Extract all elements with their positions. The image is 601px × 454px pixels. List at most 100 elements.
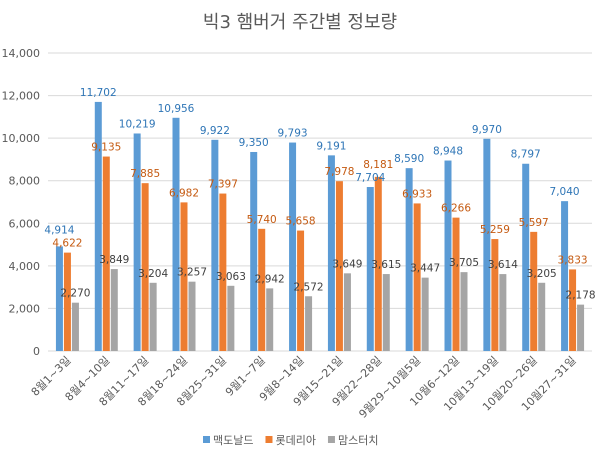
bar-롯데리아	[219, 193, 227, 351]
data-label: 10,956	[158, 103, 195, 115]
legend-entry: 롯데리아	[275, 434, 315, 447]
bar-맥도날드	[444, 160, 452, 351]
bar-맥도날드	[289, 142, 297, 351]
bar-롯데리아	[374, 176, 382, 351]
bar-롯데리아	[141, 183, 149, 351]
legend-swatch	[203, 436, 210, 443]
bar-맥도날드	[483, 138, 491, 351]
data-label: 3,257	[177, 267, 207, 279]
data-label: 2,572	[294, 281, 324, 293]
data-label: 7,978	[324, 166, 354, 178]
y-tick-label: 4,000	[9, 260, 41, 273]
bar-맘스터치	[71, 302, 79, 351]
bar-롯데리아	[63, 252, 71, 351]
data-label: 3,649	[332, 258, 362, 270]
data-label: 6,982	[169, 187, 199, 199]
data-label: 2,942	[255, 273, 285, 285]
bar-맘스터치	[110, 269, 118, 351]
y-tick-label: 12,000	[2, 90, 41, 103]
bar-맥도날드	[327, 155, 335, 351]
bar-맘스터치	[188, 281, 196, 351]
data-label: 7,397	[208, 179, 238, 191]
bar-맥도날드	[561, 201, 569, 351]
bar-맘스터치	[149, 282, 157, 351]
y-tick-label: 2,000	[9, 302, 41, 315]
bar-롯데리아	[180, 202, 188, 351]
bar-맘스터치	[577, 304, 585, 351]
bar-맘스터치	[266, 288, 274, 351]
bar-맘스터치	[382, 274, 390, 351]
bar-롯데리아	[413, 203, 421, 351]
data-label: 6,266	[441, 203, 471, 215]
data-label: 3,063	[216, 271, 246, 283]
legend-swatch	[327, 436, 335, 443]
chart-title: 빅3 햄버거 주간별 정보량	[203, 12, 397, 33]
data-label: 3,205	[527, 268, 557, 280]
y-tick-label: 0	[33, 345, 40, 358]
bar-맥도날드	[405, 168, 413, 351]
data-label: 9,191	[316, 140, 346, 152]
data-label: 8,181	[363, 159, 393, 171]
data-label: 3,705	[449, 257, 479, 269]
data-label: 2,178	[566, 290, 596, 302]
data-label: 9,793	[278, 128, 308, 140]
data-label: 5,740	[247, 214, 277, 226]
data-label: 9,970	[472, 124, 502, 136]
data-label: 9,135	[91, 142, 121, 154]
data-label: 3,833	[558, 254, 588, 266]
data-label: 7,040	[550, 186, 580, 198]
bar-맘스터치	[460, 272, 468, 351]
data-label: 8,797	[511, 149, 541, 161]
y-tick-label: 14,000	[2, 47, 41, 60]
data-label: 5,597	[519, 217, 549, 229]
data-label: 3,614	[488, 259, 518, 271]
data-label: 3,447	[410, 263, 440, 275]
bar-맘스터치	[227, 285, 235, 351]
data-label: 9,922	[200, 125, 230, 137]
bar-맥도날드	[522, 163, 530, 351]
bar-맥도날드	[55, 246, 63, 351]
data-label: 9,350	[239, 137, 269, 149]
bar-롯데리아	[530, 231, 538, 351]
data-label: 2,270	[60, 288, 90, 300]
bar-맘스터치	[499, 274, 507, 351]
bar-맥도날드	[366, 187, 374, 351]
data-label: 8,590	[394, 153, 424, 165]
data-label: 5,658	[286, 216, 316, 228]
y-tick-label: 10,000	[2, 132, 41, 145]
bar-맥도날드	[172, 117, 180, 351]
data-label: 6,933	[402, 188, 432, 200]
bar-맥도날드	[250, 151, 258, 351]
bar-롯데리아	[102, 156, 110, 351]
data-label: 3,615	[371, 259, 401, 271]
bar-맥도날드	[94, 101, 102, 351]
bar-맥도날드	[211, 139, 219, 351]
data-label: 11,702	[80, 87, 117, 99]
bar-맘스터치	[538, 282, 546, 351]
bar-맘스터치	[343, 273, 351, 351]
data-label: 3,204	[138, 268, 168, 280]
data-label: 8,948	[433, 146, 463, 158]
data-label: 4,622	[52, 238, 82, 250]
legend-entry: 맥도날드	[213, 434, 253, 447]
y-tick-label: 8,000	[9, 175, 41, 188]
data-label: 7,885	[130, 168, 160, 180]
data-label: 5,259	[480, 224, 510, 236]
bar-맥도날드	[133, 133, 141, 351]
bar-롯데리아	[452, 217, 460, 351]
data-label: 10,219	[119, 118, 156, 130]
bar-롯데리아	[335, 181, 343, 351]
bar-맘스터치	[421, 277, 429, 351]
bar-롯데리아	[297, 230, 305, 351]
y-tick-label: 6,000	[9, 217, 41, 230]
bar-롯데리아	[491, 239, 499, 351]
bar-롯데리아	[258, 228, 266, 351]
legend-entry: 맘스터치	[338, 434, 378, 447]
data-label: 4,914	[44, 225, 74, 237]
data-label: 3,849	[99, 254, 129, 266]
bar-맘스터치	[305, 296, 313, 351]
legend-swatch	[265, 436, 273, 443]
bar-롯데리아	[569, 269, 577, 351]
data-label: 7,704	[355, 172, 385, 184]
